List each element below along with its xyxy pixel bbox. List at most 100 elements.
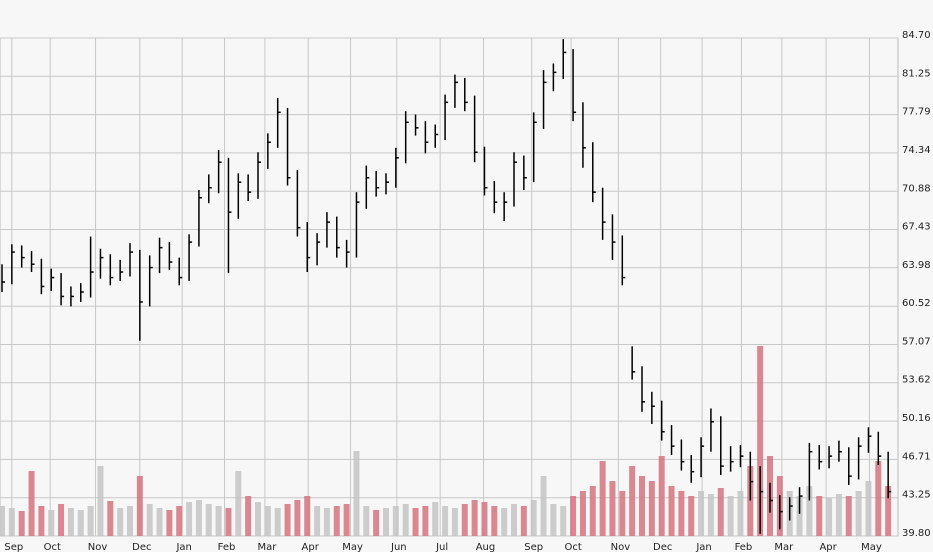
y-tick-label: 60.52 [902, 298, 931, 309]
y-tick-label: 57.07 [902, 336, 931, 347]
y-tick-label: 67.43 [902, 222, 931, 233]
volume-bar [599, 461, 606, 536]
volume-bar [717, 488, 724, 536]
volume-bar [688, 496, 695, 536]
x-tick-label: Dec [653, 542, 672, 552]
y-tick-label: 39.80 [902, 528, 931, 539]
x-tick-label: Feb [218, 542, 236, 552]
volume-bar [383, 508, 389, 536]
volume-bar [806, 486, 813, 536]
volume-bar [274, 508, 281, 536]
x-tick-label: Aug [476, 542, 496, 552]
volume-bar [845, 496, 852, 536]
volume-bar [264, 506, 271, 536]
volume-bar [353, 451, 360, 536]
x-tick-label: Sep [4, 542, 23, 552]
volume-bar [648, 481, 655, 536]
volume-bar [176, 506, 183, 536]
volume-bar [373, 510, 380, 536]
volume-bar [314, 506, 321, 536]
x-tick-label: Mar [774, 542, 794, 552]
volume-bar [501, 508, 508, 536]
x-tick-label: Nov [611, 542, 631, 552]
volume-bar [609, 481, 616, 536]
volume-bar [757, 346, 764, 536]
y-tick-label: 53.62 [902, 375, 931, 386]
volume-bar [816, 496, 823, 536]
volume-bar [18, 511, 25, 536]
volume-bar [58, 504, 65, 536]
volume-bar [461, 504, 468, 536]
x-tick-label: Apr [819, 542, 837, 552]
volume-bar [560, 506, 567, 536]
volume-bar [97, 466, 104, 536]
volume-bar [796, 496, 803, 536]
y-tick-label: 77.79 [902, 107, 931, 118]
volume-bar [235, 471, 242, 536]
volume-bar [471, 500, 478, 536]
x-tick-label: Jan [175, 542, 191, 552]
volume-bar [432, 502, 439, 536]
volume-bar [225, 508, 232, 536]
x-tick-label: May [342, 542, 363, 552]
y-tick-label: 70.88 [902, 183, 931, 194]
volume-bar [855, 491, 862, 536]
volume-bar [392, 506, 399, 536]
volume-bar [727, 496, 734, 536]
volume-bar [707, 494, 714, 536]
volume-bar [77, 510, 84, 536]
x-tick-label: Apr [302, 542, 320, 552]
volume-bar [363, 506, 370, 536]
volume-bar [422, 506, 429, 536]
volume-bar [629, 466, 636, 536]
volume-bar [284, 504, 291, 536]
y-tick-label: 81.25 [902, 68, 931, 79]
volume-bar [28, 471, 35, 536]
volume-bar [0, 506, 5, 536]
volume-bar [511, 504, 517, 536]
volume-bar [117, 508, 124, 536]
volume-bar [747, 466, 754, 536]
volume-bar [304, 496, 311, 536]
volume-bar [136, 476, 143, 536]
x-tick-label: Nov [88, 542, 108, 552]
volume-bar [186, 502, 193, 536]
volume-bar [658, 456, 665, 536]
plot-area [0, 37, 899, 537]
volume-bar [343, 504, 350, 536]
volume-bar [491, 506, 498, 536]
x-tick-label: Oct [44, 542, 61, 552]
volume-bar [885, 486, 892, 536]
volume-bar [333, 506, 340, 536]
volume-bar [520, 506, 527, 536]
x-tick-label: Feb [735, 542, 753, 552]
x-tick-label: Jul [435, 542, 448, 552]
volume-bar [402, 504, 409, 536]
volume-bar [550, 504, 557, 536]
volume-bar [639, 476, 645, 536]
volume-bar [678, 491, 685, 536]
volume-bar [442, 506, 449, 536]
volume-bar [481, 502, 488, 536]
x-tick-label: Oct [564, 542, 581, 552]
volume-bar [205, 504, 212, 536]
y-tick-label: 50.16 [902, 413, 931, 424]
volume-bar [619, 491, 626, 536]
volume-bar [255, 502, 261, 536]
volume-bar [589, 486, 596, 536]
volume-bar [8, 508, 15, 536]
volume-bar [579, 491, 586, 536]
y-tick-label: 63.98 [902, 260, 931, 271]
volume-bar [412, 508, 419, 536]
volume-bar [107, 501, 114, 536]
volume-bar [215, 506, 222, 536]
volume-bar [668, 486, 675, 536]
volume-bar [451, 508, 458, 536]
volume-bar [737, 491, 744, 536]
volume-bar [146, 504, 153, 536]
volume-bar [540, 476, 547, 536]
volume-bar [156, 508, 163, 536]
y-tick-label: 43.25 [902, 490, 931, 501]
volume-bar [87, 506, 94, 536]
